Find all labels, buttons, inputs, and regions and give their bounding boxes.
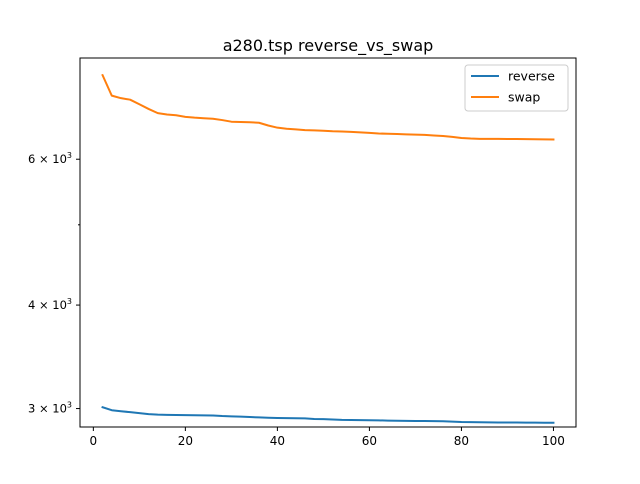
y-tick-label: 6 × 103 [28, 151, 72, 166]
x-tick-label: 20 [178, 434, 193, 448]
series-line-reverse [101, 405, 555, 424]
y-tick-label: 3 × 103 [28, 401, 72, 416]
plot-area [101, 73, 555, 424]
y-tick-label: 4 × 103 [28, 297, 72, 312]
axes-frame [79, 57, 577, 428]
x-tick-label: 80 [454, 434, 469, 448]
x-tick-label: 0 [90, 434, 98, 448]
x-tick-label: 100 [542, 434, 565, 448]
x-tick-label: 40 [270, 434, 285, 448]
legend: reverse swap [464, 64, 569, 112]
chart-title: a280.tsp reverse_vs_swap [223, 36, 434, 56]
axes: 0 20 40 60 80 100 3 × 103 4 × 103 6 × 103 [28, 57, 577, 448]
series-line-swap [101, 73, 555, 141]
legend-label-reverse: reverse [508, 69, 555, 84]
x-tick-label: 60 [362, 434, 377, 448]
legend-label-swap: swap [508, 90, 540, 105]
